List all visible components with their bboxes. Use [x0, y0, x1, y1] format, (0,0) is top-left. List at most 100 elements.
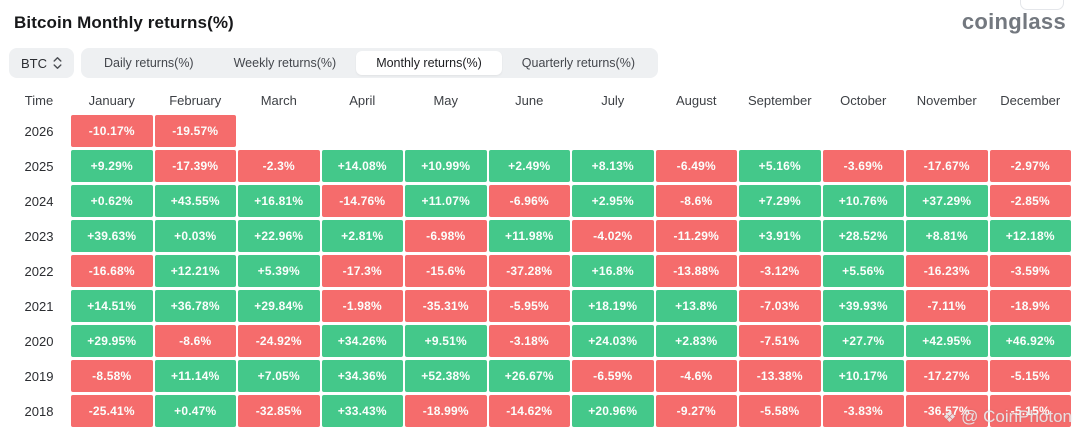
- return-cell[interactable]: +20.96%: [572, 395, 654, 428]
- return-cell[interactable]: +10.17%: [822, 360, 904, 393]
- return-cell[interactable]: -11.29%: [655, 220, 737, 253]
- return-cell[interactable]: -36.57%: [906, 395, 988, 428]
- return-cell[interactable]: +29.84%: [238, 290, 320, 323]
- return-cell[interactable]: +16.81%: [238, 185, 320, 218]
- return-cell[interactable]: +8.81%: [906, 220, 988, 253]
- return-cell[interactable]: +3.91%: [739, 220, 821, 253]
- tab-quarterly[interactable]: Quarterly returns(%): [502, 51, 655, 75]
- return-cell[interactable]: +5.39%: [238, 255, 320, 288]
- return-cell[interactable]: -8.58%: [71, 360, 153, 393]
- return-cell[interactable]: -16.23%: [906, 255, 988, 288]
- return-cell[interactable]: -7.11%: [906, 290, 988, 323]
- return-cell[interactable]: -9.27%: [655, 395, 737, 428]
- return-cell[interactable]: +2.95%: [572, 185, 654, 218]
- tab-monthly[interactable]: Monthly returns(%): [356, 51, 502, 76]
- return-cell[interactable]: +18.19%: [572, 290, 654, 323]
- return-cell[interactable]: +39.93%: [822, 290, 904, 323]
- return-cell[interactable]: -3.59%: [989, 255, 1071, 288]
- return-cell[interactable]: -6.59%: [572, 360, 654, 393]
- return-cell[interactable]: -2.3%: [238, 150, 320, 183]
- return-cell[interactable]: -7.03%: [739, 290, 821, 323]
- return-cell[interactable]: -3.18%: [488, 325, 570, 358]
- return-cell[interactable]: +0.47%: [154, 395, 236, 428]
- return-cell[interactable]: -8.6%: [655, 185, 737, 218]
- return-cell[interactable]: -3.83%: [822, 395, 904, 428]
- return-cell[interactable]: +7.05%: [238, 360, 320, 393]
- return-cell[interactable]: -2.97%: [989, 150, 1071, 183]
- return-cell[interactable]: +16.8%: [572, 255, 654, 288]
- return-cell[interactable]: +52.38%: [405, 360, 487, 393]
- return-cell[interactable]: +0.62%: [71, 185, 153, 218]
- return-cell[interactable]: +7.29%: [739, 185, 821, 218]
- return-cell[interactable]: +46.92%: [989, 325, 1071, 358]
- return-cell[interactable]: +37.29%: [906, 185, 988, 218]
- return-cell[interactable]: +43.55%: [154, 185, 236, 218]
- return-cell[interactable]: +2.81%: [321, 220, 403, 253]
- return-cell[interactable]: +34.26%: [321, 325, 403, 358]
- return-cell[interactable]: +39.63%: [71, 220, 153, 253]
- return-cell[interactable]: -35.31%: [405, 290, 487, 323]
- return-cell[interactable]: +26.67%: [488, 360, 570, 393]
- return-cell[interactable]: +9.51%: [405, 325, 487, 358]
- return-cell[interactable]: -19.57%: [154, 115, 236, 148]
- return-cell[interactable]: -17.39%: [154, 150, 236, 183]
- return-cell[interactable]: +13.8%: [655, 290, 737, 323]
- return-cell[interactable]: -25.41%: [71, 395, 153, 428]
- return-cell[interactable]: -18.9%: [989, 290, 1071, 323]
- return-cell[interactable]: +8.13%: [572, 150, 654, 183]
- tab-weekly[interactable]: Weekly returns(%): [214, 51, 357, 75]
- return-cell[interactable]: +14.51%: [71, 290, 153, 323]
- return-cell[interactable]: -32.85%: [238, 395, 320, 428]
- return-cell[interactable]: +12.18%: [989, 220, 1071, 253]
- return-cell[interactable]: +28.52%: [822, 220, 904, 253]
- return-cell[interactable]: -6.98%: [405, 220, 487, 253]
- return-cell[interactable]: -24.92%: [238, 325, 320, 358]
- symbol-select[interactable]: BTC: [9, 48, 74, 79]
- return-cell[interactable]: +12.21%: [154, 255, 236, 288]
- return-cell[interactable]: -17.3%: [321, 255, 403, 288]
- return-cell[interactable]: -15.6%: [405, 255, 487, 288]
- tab-daily[interactable]: Daily returns(%): [84, 51, 214, 75]
- return-cell[interactable]: +14.08%: [321, 150, 403, 183]
- return-cell[interactable]: -5.15%: [989, 395, 1071, 428]
- return-cell[interactable]: -17.67%: [906, 150, 988, 183]
- return-cell[interactable]: -4.6%: [655, 360, 737, 393]
- return-cell[interactable]: +42.95%: [906, 325, 988, 358]
- return-cell[interactable]: -3.12%: [739, 255, 821, 288]
- return-cell[interactable]: +2.83%: [655, 325, 737, 358]
- return-cell[interactable]: +22.96%: [238, 220, 320, 253]
- return-cell[interactable]: -14.76%: [321, 185, 403, 218]
- return-cell[interactable]: -6.49%: [655, 150, 737, 183]
- return-cell[interactable]: -5.95%: [488, 290, 570, 323]
- return-cell[interactable]: -7.51%: [739, 325, 821, 358]
- return-cell[interactable]: +9.29%: [71, 150, 153, 183]
- return-cell[interactable]: -6.96%: [488, 185, 570, 218]
- return-cell[interactable]: +33.43%: [321, 395, 403, 428]
- return-cell[interactable]: +11.14%: [154, 360, 236, 393]
- return-cell[interactable]: +11.98%: [488, 220, 570, 253]
- return-cell[interactable]: -10.17%: [71, 115, 153, 148]
- return-cell[interactable]: -37.28%: [488, 255, 570, 288]
- return-cell[interactable]: +5.16%: [739, 150, 821, 183]
- return-cell[interactable]: -14.62%: [488, 395, 570, 428]
- return-cell[interactable]: -13.38%: [739, 360, 821, 393]
- return-cell[interactable]: +27.7%: [822, 325, 904, 358]
- return-cell[interactable]: -16.68%: [71, 255, 153, 288]
- return-cell[interactable]: -17.27%: [906, 360, 988, 393]
- return-cell[interactable]: -8.6%: [154, 325, 236, 358]
- return-cell[interactable]: +2.49%: [488, 150, 570, 183]
- return-cell[interactable]: -18.99%: [405, 395, 487, 428]
- return-cell[interactable]: +29.95%: [71, 325, 153, 358]
- return-cell[interactable]: +24.03%: [572, 325, 654, 358]
- return-cell[interactable]: -4.02%: [572, 220, 654, 253]
- return-cell[interactable]: +11.07%: [405, 185, 487, 218]
- return-cell[interactable]: -2.85%: [989, 185, 1071, 218]
- return-cell[interactable]: +36.78%: [154, 290, 236, 323]
- return-cell[interactable]: -5.58%: [739, 395, 821, 428]
- return-cell[interactable]: -13.88%: [655, 255, 737, 288]
- return-cell[interactable]: +34.36%: [321, 360, 403, 393]
- return-cell[interactable]: -5.15%: [989, 360, 1071, 393]
- return-cell[interactable]: -3.69%: [822, 150, 904, 183]
- return-cell[interactable]: +10.99%: [405, 150, 487, 183]
- return-cell[interactable]: +0.03%: [154, 220, 236, 253]
